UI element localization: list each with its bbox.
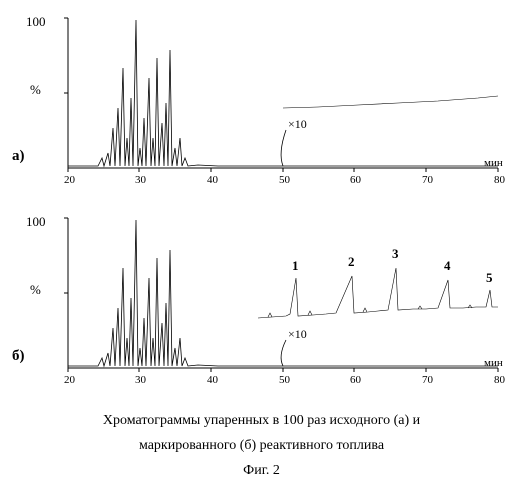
svg-text:70: 70 [422,374,434,386]
y-unit-label: % [30,282,41,298]
y-max-label: 100 [26,14,46,30]
panel-label-a: а) [12,148,25,165]
chromatogram-panel-a: 100 % а) 20 30 40 50 60 70 80 мин ×10 [8,8,515,198]
svg-text:80: 80 [494,374,506,386]
peak-label-2: 2 [348,254,355,269]
svg-text:40: 40 [207,174,219,186]
chromatogram-panel-b: 100 % б) 20 30 40 50 60 70 80 мин ×10 [8,208,515,398]
chart-svg-a: 20 30 40 50 60 70 80 мин ×10 [58,8,508,188]
svg-text:50: 50 [279,174,291,186]
y-max-label: 100 [26,214,46,230]
peak-label-1: 1 [292,258,299,273]
svg-text:80: 80 [494,174,506,186]
figure-caption: Хроматограммы упаренных в 100 раз исходн… [8,408,515,484]
caption-line-1: Хроматограммы упаренных в 100 раз исходн… [8,408,515,433]
chart-svg-b: 20 30 40 50 60 70 80 мин ×10 1 2 3 4 5 [58,208,508,388]
svg-text:70: 70 [422,174,434,186]
peak-label-3: 3 [392,246,399,261]
peak-label-5: 5 [486,270,493,285]
x-unit-label: мин [484,357,503,369]
zoom-label-b: ×10 [288,327,307,341]
zoom-label-a: ×10 [288,117,307,131]
svg-text:30: 30 [135,374,147,386]
svg-text:40: 40 [207,374,219,386]
svg-text:60: 60 [350,174,362,186]
svg-text:20: 20 [64,174,76,186]
caption-line-2: маркированного (б) реактивного топлива [8,433,515,458]
peak-label-4: 4 [444,258,451,273]
svg-text:50: 50 [279,374,291,386]
caption-line-3: Фиг. 2 [8,458,515,483]
y-unit-label: % [30,82,41,98]
svg-text:20: 20 [64,374,76,386]
x-unit-label: мин [484,157,503,169]
svg-text:60: 60 [350,374,362,386]
svg-text:30: 30 [135,174,147,186]
panel-label-b: б) [12,348,25,365]
